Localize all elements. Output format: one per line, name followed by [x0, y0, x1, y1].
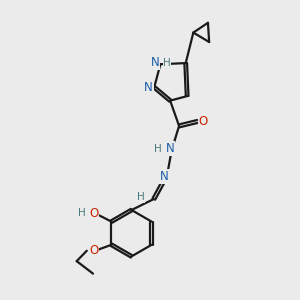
Text: O: O: [89, 207, 98, 220]
Text: H: H: [136, 192, 144, 202]
Text: N: N: [151, 56, 159, 69]
Text: N: N: [166, 142, 175, 155]
Text: H: H: [154, 144, 162, 154]
Text: O: O: [199, 115, 208, 128]
Text: O: O: [89, 244, 98, 257]
Text: N: N: [144, 81, 153, 94]
Text: N: N: [160, 169, 169, 183]
Text: H: H: [163, 58, 171, 68]
Text: H: H: [77, 208, 85, 218]
